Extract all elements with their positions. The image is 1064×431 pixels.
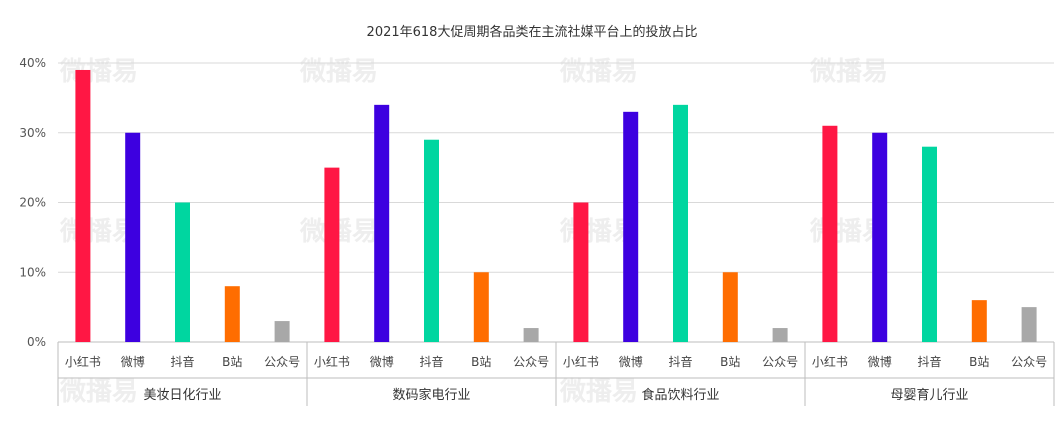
- bar: [722, 272, 738, 342]
- bar: [274, 321, 290, 342]
- y-tick-label: 40%: [19, 56, 46, 70]
- bar: [623, 111, 639, 342]
- watermark-text: 微播易: [299, 56, 378, 87]
- watermark-text: 微播易: [59, 216, 138, 247]
- x-category-label: 微博: [868, 354, 892, 369]
- x-category-label: 抖音: [170, 354, 194, 369]
- bar: [125, 132, 141, 342]
- x-category-label: 公众号: [513, 355, 549, 369]
- x-group-label: 数码家电行业: [392, 387, 470, 403]
- bar: [175, 202, 190, 342]
- x-group-label: 母婴育儿行业: [890, 387, 968, 403]
- bar: [673, 104, 688, 342]
- x-category-label: 小红书: [563, 354, 599, 369]
- bar: [224, 286, 240, 342]
- bar: [374, 104, 390, 342]
- bar: [922, 146, 937, 342]
- bars: [75, 69, 1037, 343]
- bar: [822, 125, 838, 343]
- y-tick-label: 10%: [19, 265, 46, 279]
- y-tick-label: 20%: [19, 196, 46, 210]
- x-category-label: B站: [222, 355, 242, 369]
- x-category-label: 微博: [619, 354, 643, 369]
- bar: [523, 328, 539, 342]
- x-category-label: 抖音: [917, 354, 941, 369]
- watermark-text: 微播易: [559, 56, 638, 87]
- chart-title: 2021年618大促周期各品类在主流社媒平台上的投放占比: [367, 24, 698, 40]
- bar: [573, 202, 589, 342]
- x-group-label: 食品饮料行业: [641, 387, 719, 403]
- watermark-text: 微播易: [809, 56, 888, 87]
- x-category-label: 小红书: [314, 354, 350, 369]
- x-category-label: 公众号: [264, 355, 300, 369]
- x-category-label: B站: [969, 355, 989, 369]
- x-category-label: 微博: [370, 354, 394, 369]
- x-category-label: B站: [720, 355, 740, 369]
- x-category-label: 微博: [121, 354, 145, 369]
- watermark-text: 微播易: [59, 376, 138, 407]
- bar: [1021, 307, 1037, 342]
- y-tick-label: 0%: [27, 335, 46, 349]
- bar: [872, 132, 888, 342]
- bar: [971, 300, 987, 342]
- watermark-text: 微播易: [59, 56, 138, 87]
- bar: [772, 328, 788, 342]
- x-category-label: 公众号: [1011, 355, 1047, 369]
- x-category-label: 小红书: [65, 354, 101, 369]
- x-category-label: 小红书: [812, 354, 848, 369]
- x-category-label: B站: [471, 355, 491, 369]
- y-axis-ticks: 0% 10% 20% 30% 40%: [19, 56, 46, 349]
- bar: [324, 167, 340, 342]
- x-axis: 小红书 微博 抖音 B站 公众号美妆日化行业小红书 微博 抖音 B站 公众号数码家电行业小红书微…: [57, 342, 1055, 406]
- x-group-label: 美妆日化行业: [143, 388, 221, 403]
- x-category-label: 抖音: [668, 354, 692, 369]
- bar: [75, 69, 91, 342]
- gridlines: [58, 62, 1054, 343]
- y-tick-label: 30%: [19, 126, 46, 140]
- x-category-label: 抖音: [419, 354, 443, 369]
- x-category-label: 公众号: [762, 355, 798, 369]
- watermark-layer: 微播易微播易微播易微播易微播易微播易微播易微播易微播易微播易: [59, 56, 888, 407]
- watermark-text: 微播易: [559, 376, 638, 407]
- bar: [473, 272, 489, 342]
- bar: [424, 139, 439, 342]
